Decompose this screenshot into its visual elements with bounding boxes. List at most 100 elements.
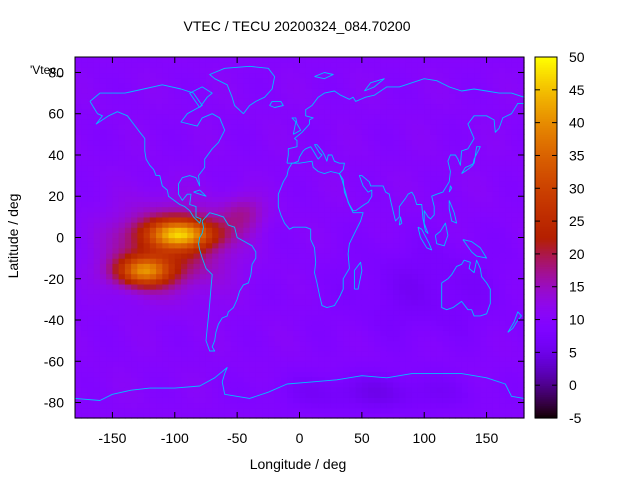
heatmap-cell [511, 381, 519, 388]
heatmap-cell [455, 350, 463, 357]
heatmap-cell [255, 103, 263, 110]
heatmap-cell [93, 196, 101, 202]
heatmap-cell [274, 299, 282, 306]
heatmap-cell [511, 320, 519, 326]
heatmap-cell [274, 252, 282, 259]
heatmap-cell [474, 82, 481, 89]
heatmap-cell [280, 242, 288, 249]
heatmap-cell [149, 350, 157, 357]
heatmap-cell [168, 227, 176, 233]
heatmap-cell [349, 242, 357, 249]
heatmap-cell [262, 206, 269, 213]
heatmap-cell [324, 216, 332, 223]
heatmap-cell [174, 252, 182, 259]
heatmap-cell [349, 397, 357, 404]
heatmap-cell [311, 407, 319, 414]
heatmap-cell [243, 134, 251, 141]
heatmap-cell [174, 278, 182, 285]
heatmap-cell [174, 371, 182, 378]
heatmap-cell [181, 381, 188, 388]
heatmap-cell [81, 299, 89, 306]
heatmap-cell [355, 387, 363, 393]
heatmap-cell [511, 154, 519, 161]
heatmap-cell [449, 185, 457, 192]
heatmap-cell [505, 309, 513, 316]
heatmap-cell [486, 62, 494, 68]
heatmap-cell [274, 283, 282, 290]
heatmap-cell [218, 304, 226, 311]
heatmap-cell [405, 345, 413, 352]
heatmap-cell [249, 87, 257, 94]
heatmap-cell [474, 314, 481, 321]
heatmap-cell [112, 314, 120, 321]
heatmap-cell [417, 242, 425, 249]
heatmap-cell [118, 77, 126, 84]
heatmap-cell [417, 258, 425, 264]
heatmap-cell [137, 67, 145, 74]
heatmap-cell [299, 268, 307, 275]
heatmap-cell [411, 154, 419, 161]
heatmap-cell [93, 381, 101, 388]
heatmap-cell [386, 299, 394, 306]
heatmap-cell [280, 237, 288, 244]
heatmap-cell [399, 402, 407, 409]
heatmap-cell [118, 273, 126, 280]
heatmap-cell [361, 165, 369, 172]
heatmap-cell [505, 252, 513, 259]
heatmap-cell [424, 381, 432, 388]
heatmap-cell [93, 247, 101, 254]
heatmap-cell [224, 242, 232, 249]
heatmap-cell [492, 222, 500, 228]
heatmap-cell [274, 82, 282, 89]
heatmap-cell [149, 149, 157, 156]
heatmap-cell [162, 175, 170, 182]
heatmap-cell [336, 108, 344, 115]
heatmap-cell [405, 247, 413, 254]
heatmap-cell [112, 185, 120, 192]
heatmap-cell [99, 222, 107, 228]
heatmap-cell [449, 371, 457, 378]
heatmap-cell [343, 340, 350, 347]
heatmap-cell [293, 335, 301, 342]
heatmap-cell [174, 320, 182, 326]
heatmap-cell [299, 206, 307, 213]
heatmap-cell [393, 211, 400, 218]
heatmap-cell [143, 144, 151, 151]
heatmap-cell [124, 340, 132, 347]
heatmap-cell [87, 350, 95, 357]
heatmap-cell [511, 191, 519, 197]
heatmap-cell [149, 330, 157, 337]
heatmap-cell [380, 82, 388, 89]
heatmap-cell [268, 268, 276, 275]
heatmap-cell [187, 381, 195, 388]
heatmap-cell [324, 345, 332, 352]
heatmap-cell [349, 67, 357, 74]
heatmap-cell [311, 381, 319, 388]
heatmap-cell [199, 278, 207, 285]
heatmap-cell [480, 211, 488, 218]
heatmap-cell [199, 108, 207, 115]
heatmap-cell [311, 412, 319, 419]
heatmap-cell [349, 325, 357, 331]
heatmap-cell [212, 185, 220, 192]
heatmap-cell [224, 129, 232, 135]
heatmap-cell [224, 108, 232, 115]
heatmap-cell [118, 185, 126, 192]
heatmap-cell [162, 289, 170, 295]
heatmap-cell [99, 113, 107, 120]
heatmap-cell [411, 294, 419, 300]
heatmap-cell [467, 273, 475, 280]
heatmap-cell [187, 320, 195, 326]
heatmap-cell [299, 134, 307, 141]
heatmap-cell [187, 98, 195, 105]
heatmap-cell [93, 263, 101, 270]
heatmap-cell [474, 98, 481, 105]
heatmap-cell [293, 392, 301, 398]
heatmap-cell [355, 330, 363, 337]
heatmap-cell [318, 196, 326, 202]
heatmap-cell [511, 268, 519, 275]
heatmap-cell [386, 273, 394, 280]
heatmap-cell [393, 149, 400, 156]
heatmap-cell [380, 320, 388, 326]
heatmap-cell [143, 113, 151, 120]
